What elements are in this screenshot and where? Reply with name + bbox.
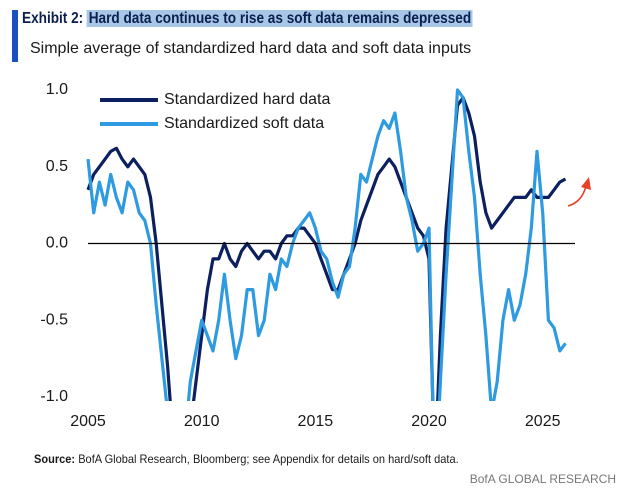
chart-subtitle: Simple average of standardized hard data… <box>30 40 472 57</box>
y-tick-label: 0.0 <box>46 235 68 252</box>
chart-title: Hard data continues to rise as soft data… <box>86 10 473 27</box>
annotation-arrowhead <box>581 177 591 190</box>
x-tick-label: 2020 <box>411 413 447 430</box>
legend-label: Standardized hard data <box>164 91 330 108</box>
y-tick-label: 1.0 <box>46 81 68 98</box>
title-prefix: Exhibit 2: <box>22 10 84 27</box>
x-tick-label: 2005 <box>70 413 106 430</box>
x-tick-label: 2015 <box>298 413 334 430</box>
y-tick-label: -0.5 <box>40 311 68 328</box>
data-line <box>86 96 567 401</box>
footer: BofA GLOBAL RESEARCH <box>469 472 616 486</box>
y-tick-label: -1.0 <box>40 388 68 405</box>
annotation-arrow <box>567 185 587 207</box>
source-label: Source: <box>34 452 76 466</box>
y-tick-label: 0.5 <box>46 158 68 175</box>
data-line <box>86 88 567 401</box>
legend-label: Standardized soft data <box>164 115 324 132</box>
source-text: BofA Global Research, Bloomberg; see App… <box>78 452 459 466</box>
title-row: Exhibit 2: Hard data continues to rise a… <box>22 10 473 28</box>
accent-bar <box>12 10 18 62</box>
source: Source: BofA Global Research, Bloomberg;… <box>34 452 459 466</box>
x-tick-label: 2025 <box>525 413 561 430</box>
x-tick-label: 2010 <box>184 413 220 430</box>
